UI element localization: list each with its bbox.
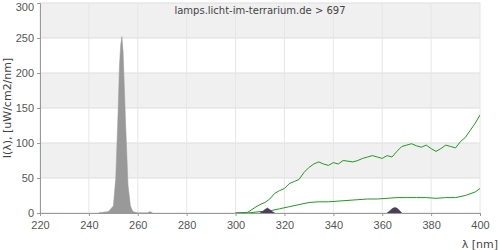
line	[236, 189, 480, 214]
grid-band	[40, 143, 480, 178]
tick: 50	[22, 172, 40, 184]
tick: 100	[16, 137, 40, 149]
tick-mark	[187, 213, 188, 216]
tick-label: 300	[16, 1, 34, 13]
tick-label: 400	[471, 219, 489, 231]
tick-mark	[37, 143, 40, 144]
tick: 260	[129, 213, 147, 231]
tick-mark	[89, 213, 90, 216]
tick-mark	[37, 178, 40, 179]
tick: 320	[276, 213, 294, 231]
chart: 220 240 260 280 300 320 340 360 380 400 0 50 100 150 2…	[0, 0, 500, 250]
axis-line	[41, 214, 481, 217]
tick: 200	[16, 67, 40, 79]
tick-mark	[37, 213, 40, 214]
grid-line	[137, 3, 138, 213]
tick-label: 360	[374, 219, 392, 231]
tick: 280	[178, 213, 196, 231]
x-axis-title: λ [nm]	[462, 238, 498, 250]
tick-mark	[138, 213, 139, 216]
tick-label: 320	[276, 219, 294, 231]
grid-line	[40, 108, 480, 109]
tick: 0	[28, 207, 40, 219]
tick-label: 220	[31, 219, 49, 231]
tick-label: 280	[178, 219, 196, 231]
plot-area	[99, 37, 480, 213]
tick-label: 0	[28, 207, 34, 219]
tick-mark	[333, 213, 334, 216]
grid-band	[40, 73, 480, 108]
grid-line	[431, 3, 432, 213]
y-axis: 0 50 100 150 200 250 300	[16, 1, 41, 219]
grid-line	[382, 3, 383, 213]
grid-band	[40, 3, 480, 38]
tick-mark	[431, 213, 432, 216]
area	[99, 37, 153, 213]
tick-mark	[236, 213, 237, 216]
grid-line	[40, 178, 480, 179]
tick-mark	[37, 3, 40, 4]
grid-line	[40, 38, 480, 39]
tick-label: 240	[80, 219, 98, 231]
tick: 300	[227, 213, 245, 231]
tick: 250	[16, 32, 40, 44]
grid-line	[480, 3, 481, 213]
tick-mark	[284, 213, 285, 216]
tick: 150	[16, 102, 40, 114]
grid-line	[186, 3, 187, 213]
tick-mark	[37, 38, 40, 39]
x-axis: 220 240 260 280 300 320 340 360 380 400	[31, 213, 489, 231]
grid-line	[235, 3, 236, 213]
tick-mark	[480, 213, 481, 216]
tick-label: 100	[16, 137, 34, 149]
tick: 340	[325, 213, 343, 231]
tick: 240	[80, 213, 98, 231]
tick-label: 260	[129, 219, 147, 231]
area	[260, 208, 275, 213]
tick-label: 340	[325, 219, 343, 231]
tick-label: 300	[227, 219, 245, 231]
tick: 360	[374, 213, 392, 231]
tick-mark	[37, 108, 40, 109]
tick-label: 250	[16, 32, 34, 44]
tick-label: 380	[422, 219, 440, 231]
tick-label: 150	[16, 102, 34, 114]
tick-mark	[382, 213, 383, 216]
tick: 380	[422, 213, 440, 231]
grid-line	[40, 73, 480, 74]
tick: 220	[31, 213, 49, 231]
tick: 300	[16, 1, 40, 13]
grid-line	[333, 3, 334, 213]
y-axis-title: I(λ), [uW/cm2/nm]	[1, 58, 14, 159]
tick-mark	[37, 73, 40, 74]
background	[40, 3, 480, 213]
grid-line	[88, 3, 89, 213]
title: lamps.licht-im-terrarium.de > 697	[174, 5, 345, 16]
tick-label: 50	[22, 172, 34, 184]
tick-label: 200	[16, 67, 34, 79]
grid-line	[284, 3, 285, 213]
grid-line	[40, 143, 480, 144]
line	[236, 115, 480, 213]
tick: 400	[471, 213, 489, 231]
grid-line	[40, 3, 480, 4]
axis-line	[37, 4, 41, 214]
area	[387, 207, 402, 213]
